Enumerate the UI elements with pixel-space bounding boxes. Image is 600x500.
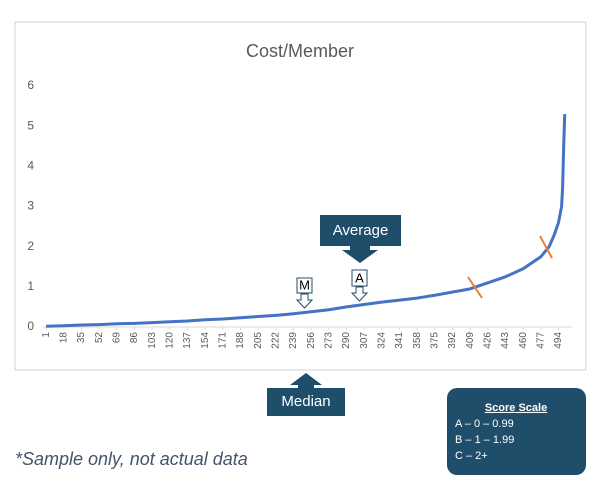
x-tick-label: 392 (447, 332, 458, 349)
footnote: *Sample only, not actual data (15, 449, 248, 469)
x-tick-label: 239 (288, 332, 299, 349)
line (46, 114, 567, 328)
threshold-marker (467, 276, 483, 299)
score-scale-item: A – 0 – 0.99 (455, 418, 514, 430)
arrow (295, 293, 314, 309)
x-tick-label: 494 (553, 332, 564, 349)
score-scale-box (447, 388, 586, 475)
average-label: Average (333, 222, 389, 239)
x-tick-label: 188 (235, 332, 246, 349)
x-tick-label: 290 (341, 332, 352, 349)
x-tick-label: 460 (518, 332, 529, 349)
x-tick-label: 307 (359, 332, 370, 349)
score-scale-item: C – 2+ (455, 450, 488, 462)
average-marker: A (355, 270, 364, 285)
threshold-marker (539, 235, 553, 259)
average-marker-box (351, 269, 368, 287)
x-tick-label: 35 (76, 332, 87, 344)
score-scale-item: B – 1 – 1.99 (455, 434, 514, 446)
chart-frame (14, 21, 587, 371)
chart-title: Cost/Member (246, 41, 354, 61)
x-tick-label: 137 (182, 332, 193, 349)
plot-area: 0 1 2 3 4 5 6 1 18 35 52 69 86 103 120 137 154 171 188 205 2… (27, 78, 572, 349)
y-tick-label: 3 (27, 199, 34, 213)
x-tick-label: 205 (253, 332, 264, 349)
median-callout (267, 388, 345, 416)
x-tick-label: 273 (323, 332, 334, 349)
x-tick-label: 375 (429, 332, 440, 349)
x-tick-label: 324 (376, 332, 387, 349)
median-marker-box (296, 277, 313, 294)
x-tick-label: 222 (270, 332, 281, 349)
x-tick-label: 1 (41, 332, 52, 338)
x-tick-label: 409 (465, 332, 476, 349)
x-tick-label: 341 (394, 332, 405, 349)
x-tick-label: 18 (58, 332, 69, 344)
arrow (350, 286, 369, 302)
average-callout (320, 215, 401, 246)
y-tick-label: 4 (27, 159, 34, 173)
x-tick-label: 69 (111, 332, 122, 344)
x-tick-label: 358 (412, 332, 423, 349)
x-tick-label: 154 (200, 332, 211, 349)
x-tick-label: 52 (94, 332, 105, 344)
x-tick-label: 256 (306, 332, 317, 349)
x-tick-label: 103 (147, 332, 158, 349)
median-label: Median (281, 393, 330, 410)
y-tick-label: 6 (27, 78, 34, 92)
x-tick-label: 426 (482, 332, 493, 349)
x-tick-label: 443 (500, 332, 511, 349)
x-tick-label: 477 (535, 332, 546, 349)
x-tick-label: 120 (164, 332, 175, 349)
y-tick-label: 1 (27, 279, 34, 293)
arrow (290, 373, 322, 389)
arrow (342, 246, 378, 263)
y-tick-label: 0 (27, 319, 34, 333)
x-tick-label: 171 (217, 332, 228, 349)
x-tick-label: 86 (129, 332, 140, 344)
y-tick-label: 5 (27, 118, 34, 132)
score-scale-title: Score Scale (485, 402, 547, 414)
y-tick-label: 2 (27, 239, 34, 253)
median-marker: M (299, 277, 310, 292)
